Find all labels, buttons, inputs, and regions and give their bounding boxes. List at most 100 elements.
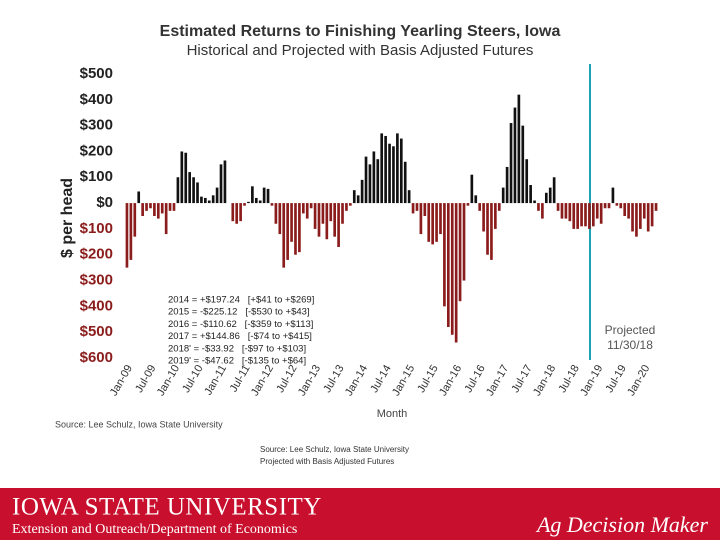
bar <box>204 197 207 204</box>
bar <box>443 203 446 307</box>
y-tick-label: $200 <box>80 142 113 159</box>
bar <box>537 203 540 211</box>
bar <box>176 177 180 204</box>
bar <box>462 203 466 281</box>
bar <box>125 203 129 268</box>
bar <box>149 203 152 209</box>
x-tick-label: Jul-16 <box>462 363 487 395</box>
x-tick-label: Jul-11 <box>228 363 253 394</box>
bar <box>251 186 254 204</box>
x-tick-label: Jan-09 <box>108 363 135 398</box>
bar <box>494 203 497 229</box>
bar <box>298 203 301 253</box>
annotation-background <box>164 293 332 367</box>
bar <box>552 177 556 204</box>
bar <box>439 203 442 235</box>
bar <box>321 203 325 224</box>
bar <box>301 203 305 214</box>
bar <box>490 203 493 260</box>
bar <box>544 192 548 204</box>
x-tick-label: Jan-20 <box>625 363 652 398</box>
y-axis-label: $ per head <box>59 178 76 258</box>
y-tick-label: $100 <box>80 220 113 237</box>
bar <box>258 200 262 204</box>
y-tick-label: $300 <box>80 117 113 134</box>
bar <box>556 203 560 211</box>
bar <box>403 161 407 204</box>
x-tick-label: Jul-14 <box>368 363 393 395</box>
bar <box>360 179 364 204</box>
bar <box>192 177 195 204</box>
bar <box>368 164 372 204</box>
bar <box>376 159 380 204</box>
bar <box>211 195 215 204</box>
bar <box>329 203 333 222</box>
bar <box>529 185 532 204</box>
chart-title: Estimated Returns to Finishing Yearling … <box>160 23 561 40</box>
bar <box>450 203 454 335</box>
bar <box>392 146 395 204</box>
bar <box>627 203 630 219</box>
bar <box>592 203 595 227</box>
bar <box>497 203 501 211</box>
bar <box>431 203 434 245</box>
bar <box>458 203 462 302</box>
bar <box>145 203 148 211</box>
bar <box>156 203 160 219</box>
bar <box>548 187 552 204</box>
bar <box>615 203 619 206</box>
bar <box>603 203 607 209</box>
bar <box>619 203 623 209</box>
bar <box>576 203 579 229</box>
y-tick-label: $0 <box>96 194 113 211</box>
bar <box>352 190 356 204</box>
bar <box>607 203 611 209</box>
bar <box>188 172 191 204</box>
y-tick-label: $500 <box>80 65 113 82</box>
bar <box>141 203 144 216</box>
x-axis-label: Month <box>377 408 408 420</box>
bar <box>446 203 450 328</box>
bar <box>415 203 419 211</box>
bar <box>435 203 438 242</box>
bar <box>219 164 223 204</box>
bar <box>207 200 211 204</box>
brand: Ag Decision Maker <box>535 512 708 537</box>
annotation: 2019' = -$47.62 [-$135 to +$64] <box>168 356 306 367</box>
caption: Source: Lee Schulz, Iowa State Universit… <box>260 445 409 454</box>
bar <box>137 191 141 204</box>
x-tick-label: Jan-16 <box>437 363 464 398</box>
x-tick-label: Jan-15 <box>390 363 417 398</box>
bar <box>533 200 536 204</box>
bar <box>513 107 517 204</box>
x-tick-label: Jul-10 <box>180 363 205 395</box>
chart-source: Source: Lee Schulz, Iowa State Universit… <box>55 419 223 429</box>
bar <box>325 203 329 240</box>
bar <box>129 203 133 260</box>
x-tick-label: Jan-19 <box>578 363 605 398</box>
bar <box>501 187 505 204</box>
x-tick-label: Jan-13 <box>296 363 323 398</box>
bar <box>133 203 137 237</box>
x-tick-label: Jul-12 <box>274 363 299 395</box>
bar <box>372 151 376 204</box>
bar <box>254 197 258 204</box>
bar <box>568 203 572 222</box>
bar <box>588 203 591 229</box>
bar <box>611 187 615 204</box>
bar <box>231 203 235 222</box>
bar <box>419 203 423 235</box>
bar <box>525 159 529 204</box>
x-tick-label: Jul-09 <box>133 363 158 395</box>
unit-name: Extension and Outreach/Department of Eco… <box>12 522 297 537</box>
bar <box>153 203 156 216</box>
bar <box>486 203 489 255</box>
bar <box>364 156 368 204</box>
bar <box>282 203 286 268</box>
x-tick-label: Jul-17 <box>509 363 534 395</box>
bar <box>349 203 352 206</box>
bar <box>223 160 227 204</box>
bar <box>266 188 270 204</box>
y-tick-label: $300 <box>80 272 113 289</box>
bar <box>541 203 544 219</box>
